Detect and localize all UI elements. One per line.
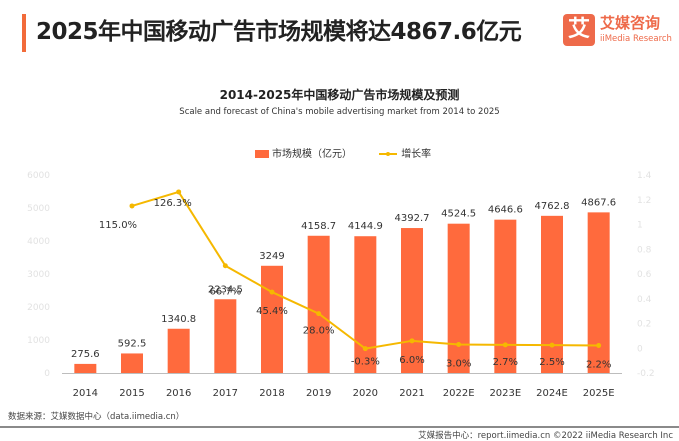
growth-point-2017	[222, 263, 228, 269]
y-left-tick-label: 0	[44, 369, 50, 379]
y-right-tick-label: 0.6	[637, 270, 652, 280]
legend-line-swatch	[379, 151, 398, 156]
bar-value-label: 592.5	[118, 338, 147, 349]
bar-value-label: 2234.5	[208, 284, 243, 295]
x-tick-label: 2014	[73, 388, 98, 399]
logo-name-cn: 艾媒咨询	[600, 14, 661, 32]
bar-2020	[354, 236, 377, 373]
title-accent-bar	[22, 14, 26, 52]
bar-value-label: 4158.7	[301, 221, 336, 232]
growth-point-2023E	[502, 342, 508, 348]
bar-value-label: 4867.6	[581, 197, 616, 208]
y-left-tick-label: 1000	[27, 336, 50, 346]
bar-2016	[167, 328, 190, 373]
data-source: 数据来源：艾媒数据中心（data.iimedia.cn）	[8, 412, 185, 422]
bar-value-label: 275.6	[71, 349, 100, 360]
x-tick-label: 2016	[166, 388, 191, 399]
x-tick-label: 2015	[119, 388, 144, 399]
growth-rate-label: 45.4%	[256, 306, 288, 317]
bar-2015	[121, 353, 143, 373]
bar-2023E	[494, 219, 517, 373]
y-right-tick-label: 0.8	[637, 245, 652, 255]
page-title: 2025年中国移动广告市场规模将达4867.6亿元	[36, 19, 522, 45]
bar-value-label: 4524.5	[441, 209, 476, 220]
x-tick-label: 2025E	[583, 388, 615, 399]
y-left-tick-label: 2000	[27, 303, 50, 313]
x-tick-label: 2024E	[536, 388, 568, 399]
y-left-tick-label: 6000	[27, 171, 50, 181]
bar-2025E	[587, 212, 610, 373]
iimedia-logo: 艾 艾媒咨询 iiMedia Research	[563, 14, 675, 50]
y-left-tick-label: 3000	[27, 270, 50, 280]
bar-2021	[401, 228, 423, 373]
legend-item-growth-rate: 增长率	[379, 145, 431, 160]
bar-value-label: 4646.6	[488, 205, 523, 216]
growth-point-2024E	[549, 342, 555, 348]
growth-point-2022E	[456, 342, 462, 348]
bar-value-label: 4762.8	[535, 201, 570, 212]
growth-point-2021	[409, 338, 415, 344]
chart-legend: 市场规模（亿元） 增长率	[255, 145, 455, 160]
y-right-tick-label: 0	[637, 344, 643, 354]
legend-line-label: 增长率	[401, 149, 432, 160]
x-tick-label: 2023E	[489, 388, 521, 399]
chart-subtitle: Scale and forecast of China's mobile adv…	[179, 107, 500, 117]
y-left-tick-label: 5000	[27, 204, 50, 214]
growth-point-2020	[362, 346, 368, 352]
x-tick-label: 2017	[213, 388, 238, 399]
bar-2024E	[541, 215, 563, 373]
legend-bar-label: 市场规模（亿元）	[272, 149, 352, 160]
y-right-tick-label: 0.4	[637, 295, 652, 305]
x-tick-label: 2021	[399, 388, 424, 399]
x-tick-label: 2020	[353, 388, 378, 399]
growth-point-2016	[176, 189, 182, 195]
logo-name-en: iiMedia Research	[600, 34, 672, 44]
footer-credit: 艾媒报告中心：report.iimedia.cn ©2022 iiMedia R…	[418, 431, 673, 441]
legend-bar-swatch	[255, 150, 269, 158]
footer-divider	[0, 426, 679, 428]
y-right-tick-label: -0.2	[637, 369, 655, 379]
growth-rate-label: 2.2%	[586, 360, 611, 371]
growth-point-2018	[269, 289, 275, 295]
growth-point-2025E	[596, 343, 602, 349]
growth-rate-label: 66.7%	[209, 286, 241, 297]
y-right-tick-label: 1.2	[637, 196, 651, 206]
x-tick-label: 2022E	[443, 388, 475, 399]
bar-2017	[214, 299, 237, 373]
legend-item-market-size: 市场规模（亿元）	[255, 145, 352, 160]
x-tick-label: 2019	[306, 388, 331, 399]
bar-2014	[74, 363, 97, 373]
bar-2019	[307, 235, 330, 373]
growth-rate-label: 3.0%	[446, 359, 471, 370]
growth-rate-label: 28.0%	[303, 326, 335, 337]
bar-value-label: 4392.7	[395, 213, 430, 224]
growth-rate-label: -0.3%	[351, 357, 380, 368]
growth-point-2019	[316, 311, 322, 317]
bar-2022E	[447, 223, 470, 373]
growth-point-2015	[129, 203, 135, 209]
growth-rate-label: 6.0%	[399, 355, 424, 366]
y-left-tick-label: 4000	[27, 237, 50, 247]
chart-title: 2014-2025年中国移动广告市场规模及预测	[219, 88, 460, 102]
growth-rate-label: 2.7%	[493, 357, 518, 368]
growth-rate-label: 126.3%	[154, 198, 192, 209]
y-right-tick-label: 1	[637, 221, 643, 231]
x-tick-label: 2018	[259, 388, 284, 399]
y-right-tick-label: 1.4	[637, 171, 652, 181]
growth-rate-label: 115.0%	[99, 220, 137, 231]
bar-value-label: 3249	[259, 251, 284, 262]
bar-value-label: 4144.9	[348, 221, 383, 232]
bar-2018	[261, 265, 283, 373]
growth-rate-label: 2.5%	[539, 357, 564, 368]
bar-value-label: 1340.8	[161, 314, 196, 325]
logo-mark-icon: 艾	[563, 14, 595, 46]
y-right-tick-label: 0.2	[637, 320, 651, 330]
